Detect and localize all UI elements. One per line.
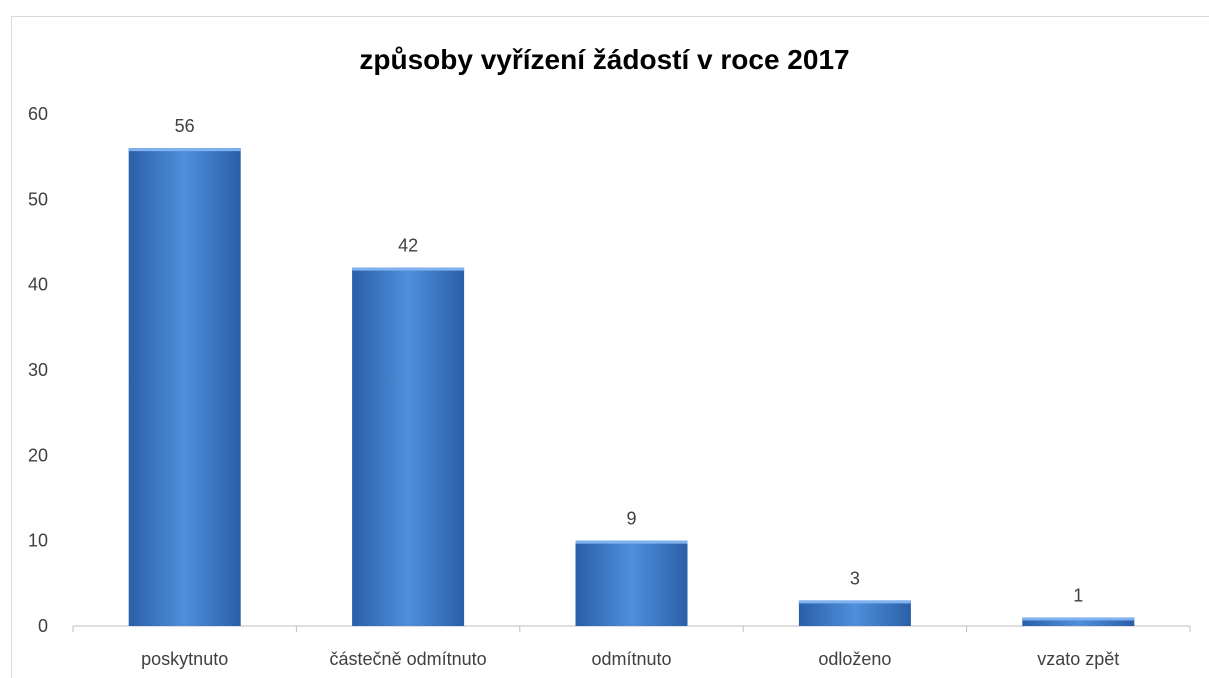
y-tick-label: 20: [28, 445, 48, 465]
y-axis-tick-labels: 0 10 20 30 40 50 60: [28, 104, 48, 636]
data-label: 9: [626, 509, 636, 529]
bar-highlight: [352, 267, 465, 271]
data-label: 1: [1073, 585, 1083, 605]
x-tick-label: vzato zpět: [1037, 649, 1119, 669]
x-tick-label: odmítnuto: [591, 649, 671, 669]
bar: [1022, 617, 1135, 626]
chart-frame: [11, 16, 1209, 678]
chart-title: způsoby vyřízení žádostí v roce 2017: [359, 44, 850, 75]
bar: [575, 540, 688, 626]
bar: [128, 148, 241, 626]
data-label: 56: [175, 116, 195, 136]
bar-rect: [128, 148, 241, 626]
data-label: 42: [398, 236, 418, 256]
y-tick-label: 10: [28, 531, 48, 551]
y-tick-label: 60: [28, 104, 48, 124]
bar-rect: [575, 540, 688, 626]
x-tick-label: odloženo: [818, 649, 891, 669]
y-tick-label: 30: [28, 360, 48, 380]
y-tick-label: 40: [28, 275, 48, 295]
bar: [352, 267, 465, 626]
y-tick-label: 0: [38, 616, 48, 636]
y-tick-label: 50: [28, 189, 48, 209]
bar-rect: [798, 600, 911, 626]
data-labels: 56 42 9 3 1: [175, 116, 1084, 605]
data-label: 3: [850, 568, 860, 588]
x-tick-label: částečně odmítnuto: [330, 649, 487, 669]
bar-highlight: [1022, 617, 1135, 621]
x-tick-label: poskytnuto: [141, 649, 228, 669]
bar: [798, 600, 911, 626]
bar-highlight: [575, 540, 688, 544]
bar-highlight: [798, 600, 911, 604]
bar-rect: [1022, 617, 1135, 626]
bar-highlight: [128, 148, 241, 152]
bars: [128, 148, 1135, 626]
chart-axes: [72, 625, 1191, 632]
x-axis-tick-labels: poskytnuto částečně odmítnuto odmítnuto odl…: [141, 649, 1119, 669]
bar-rect: [352, 267, 465, 626]
